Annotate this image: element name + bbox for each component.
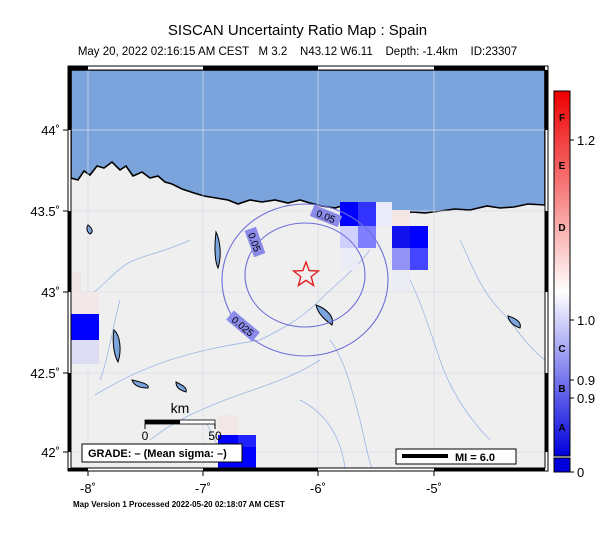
scale-tick: 50 xyxy=(208,429,222,443)
colorbar-letter: A xyxy=(558,423,565,434)
uncertainty-contours xyxy=(221,203,389,357)
lat-label: 43.5˚ xyxy=(30,204,60,219)
lat-label: 44˚ xyxy=(41,123,60,138)
mi-legend-text: MI = 6.0 xyxy=(455,452,495,464)
lat-label: 43˚ xyxy=(41,285,60,300)
colorbar-value: 0 xyxy=(577,465,584,480)
mi-legend: MI = 6.0 xyxy=(395,448,517,465)
scale-bar: km 0 50 xyxy=(142,400,222,443)
uncertainty-cells xyxy=(71,202,428,468)
lon-label: -5˚ xyxy=(426,481,442,496)
colorbar: F E D C B A 1.2 1.0 0.9 0.9 0 xyxy=(553,90,595,480)
lon-label: -8˚ xyxy=(80,481,96,496)
colorbar-value: 0.9 xyxy=(577,391,595,406)
colorbar-value: 1.0 xyxy=(577,313,595,328)
colorbar-letter: B xyxy=(558,384,565,395)
colorbar-letter: C xyxy=(558,344,565,355)
lakes xyxy=(86,224,521,393)
map-frame xyxy=(63,65,549,476)
latitude-labels: 44˚ 43.5˚ 43˚ 42.5˚ 42˚ xyxy=(30,123,60,460)
colorbar-letter: E xyxy=(559,161,566,172)
lat-label: 42.5˚ xyxy=(30,366,60,381)
colorbar-value: 1.2 xyxy=(577,133,595,148)
map-title: SISCAN Uncertainty Ratio Map : Spain xyxy=(167,22,428,39)
lon-label: -7˚ xyxy=(195,481,211,496)
colorbar-letter: F xyxy=(559,113,565,124)
colorbar-letter: D xyxy=(558,223,565,234)
scale-unit: km xyxy=(171,400,190,416)
epicenter-star-icon xyxy=(291,259,321,288)
grade-box: GRADE: – (Mean sigma: –) xyxy=(81,443,243,463)
longitude-labels: -8˚ -7˚ -6˚ -5˚ xyxy=(80,481,442,496)
scale-tick: 0 xyxy=(142,429,149,443)
event-info: May 20, 2022 02:16:15 AM CEST M 3.2 N43.… xyxy=(77,46,518,58)
colorbar-value: 0.9 xyxy=(577,373,595,388)
processing-footer: Map Version 1 Processed 2022-05-20 02:18… xyxy=(73,500,285,509)
lat-label: 42˚ xyxy=(41,445,60,460)
lon-label: -6˚ xyxy=(310,481,326,496)
rivers xyxy=(83,239,545,468)
grade-text: GRADE: – (Mean sigma: –) xyxy=(88,448,227,460)
sea-area xyxy=(71,70,545,215)
